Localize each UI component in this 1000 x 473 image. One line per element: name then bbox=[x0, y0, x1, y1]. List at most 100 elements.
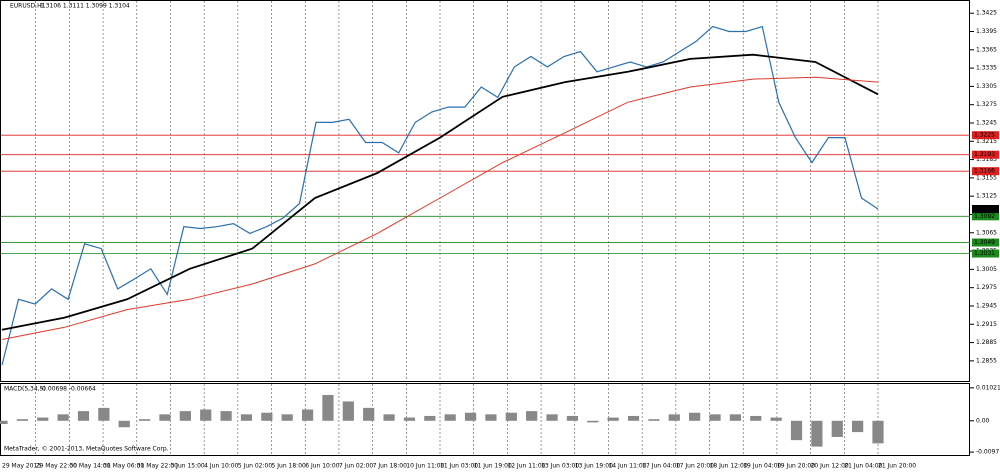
level-label: 1.3049 bbox=[974, 239, 995, 246]
y-tick-label: 1.3395 bbox=[976, 28, 997, 35]
macd-bar bbox=[322, 394, 334, 421]
macd-bar bbox=[464, 412, 477, 421]
macd-bar bbox=[424, 415, 436, 421]
moving-average bbox=[1, 76, 879, 340]
y-tick-label: 1.3305 bbox=[976, 83, 997, 90]
y-tick-label: 1.2885 bbox=[976, 339, 997, 346]
x-tick-label: 11 Jun 03:00 bbox=[440, 463, 478, 470]
x-tick-label: 11 Jun 19:00 bbox=[474, 463, 512, 470]
x-tick-label: 19 Jun 04:00 bbox=[743, 463, 781, 470]
macd-bar bbox=[729, 414, 741, 421]
macd-bar bbox=[0, 420, 8, 425]
y-tick-label: 1.3335 bbox=[976, 65, 997, 72]
x-tick-label: 17 Jun 20:00 bbox=[676, 463, 714, 470]
macd-bar bbox=[607, 417, 619, 421]
y-tick-label: 1.3125 bbox=[976, 193, 997, 200]
macd-bar bbox=[689, 412, 701, 421]
macd-bar bbox=[240, 414, 253, 421]
y-tick-label: 1.3275 bbox=[976, 101, 997, 108]
chart-subtitle: 1.3106 1.3111 1.3099 1.3104 bbox=[40, 3, 130, 10]
macd-bar bbox=[301, 409, 314, 421]
level-label: 1.3031 bbox=[974, 250, 995, 257]
level-label: 1.3193 bbox=[974, 151, 995, 158]
y-tick-label: 1.3215 bbox=[976, 138, 997, 145]
macd-bar bbox=[526, 411, 538, 421]
x-tick-label: 31 May 06:00 bbox=[103, 463, 144, 470]
y-tick-label: 1.3245 bbox=[976, 119, 997, 126]
level-label: 1.3225 bbox=[974, 132, 995, 139]
y-tick-label: 1.3365 bbox=[976, 46, 997, 53]
x-tick-label: 31 May 22:00 bbox=[137, 463, 178, 470]
y-tick-label: 1.3185 bbox=[976, 156, 997, 163]
macd-bar bbox=[770, 417, 782, 421]
macd-bar bbox=[668, 414, 680, 421]
y-tick-label: 1.2915 bbox=[976, 321, 997, 328]
macd-bar bbox=[403, 417, 416, 421]
macd-bar bbox=[485, 414, 497, 421]
x-tick-label: 30 May 14:00 bbox=[69, 463, 110, 470]
moving-average bbox=[1, 53, 879, 331]
x-tick-label: 12 Jun 11:00 bbox=[507, 463, 545, 470]
macd-bar bbox=[139, 419, 151, 421]
level-label: 1.3092 bbox=[974, 213, 995, 220]
y-tick-label: 1.3425 bbox=[976, 10, 997, 17]
x-tick-label: 29 May 22:00 bbox=[36, 463, 77, 470]
x-tick-label: 7 Jun 02:00 bbox=[339, 463, 373, 470]
macd-bar bbox=[37, 417, 49, 421]
level-tag bbox=[972, 131, 999, 140]
x-tick-label: 21 Jun 20:00 bbox=[878, 463, 916, 470]
macd-bar bbox=[872, 420, 884, 444]
macd-bar bbox=[57, 414, 69, 421]
macd-bar bbox=[159, 414, 171, 421]
last-tag bbox=[972, 204, 999, 213]
macd-bar bbox=[505, 412, 517, 421]
macd-bar bbox=[77, 411, 90, 421]
x-tick-label: 29 May 2013 bbox=[2, 463, 41, 470]
macd-title: MACD(5,34,5) bbox=[4, 386, 46, 393]
macd-bar bbox=[281, 414, 293, 421]
macd-bar bbox=[750, 415, 762, 421]
last-label: 1.3104 bbox=[974, 205, 995, 212]
macd-bar bbox=[627, 415, 640, 421]
main-frame bbox=[0, 0, 970, 382]
x-tick-label: 4 Jun 10:00 bbox=[204, 463, 238, 470]
macd-bar bbox=[342, 401, 354, 421]
macd-subtitle: -0.00698 -0.00664 bbox=[40, 386, 96, 393]
macd-bar bbox=[444, 414, 456, 421]
price-line bbox=[1, 25, 879, 366]
y-tick-label: 0.01021 bbox=[976, 384, 1000, 391]
macd-bar bbox=[118, 420, 130, 428]
macd-bar bbox=[648, 419, 660, 421]
x-tick-label: 5 Jun 18:00 bbox=[272, 463, 306, 470]
x-tick-label: 19 Jun 20:00 bbox=[777, 463, 815, 470]
level-label: 1.3166 bbox=[974, 168, 995, 175]
x-tick-label: 13 Jun 19:00 bbox=[575, 463, 613, 470]
level-tag bbox=[972, 150, 999, 159]
macd-bar bbox=[261, 412, 273, 421]
chart-title: EURUSD,H1 bbox=[10, 3, 46, 10]
macd-bar bbox=[790, 420, 803, 441]
x-tick-label: 7 Jun 18:00 bbox=[373, 463, 407, 470]
x-tick-label: 18 Jun 12:00 bbox=[710, 463, 748, 470]
level-tag bbox=[972, 167, 999, 176]
macd-bar bbox=[220, 411, 232, 421]
x-tick-label: 10 Jun 11:00 bbox=[406, 463, 444, 470]
level-tag bbox=[972, 249, 999, 258]
x-tick-label: 14 Jun 11:00 bbox=[608, 463, 646, 470]
macd-bar bbox=[709, 414, 721, 421]
macd-bar bbox=[363, 407, 375, 421]
x-tick-label: 17 Jun 04:00 bbox=[642, 463, 680, 470]
y-tick-label: -0.0097 bbox=[976, 449, 999, 456]
macd-bar bbox=[831, 420, 843, 437]
macd-bar bbox=[587, 420, 599, 423]
footer: MetaTrader, © 2001-2013, MetaQuotes Soft… bbox=[4, 446, 169, 453]
y-tick-label: 0.00 bbox=[976, 417, 990, 424]
y-tick-label: 1.3005 bbox=[976, 266, 997, 273]
x-tick-label: 5 Jun 02:00 bbox=[238, 463, 272, 470]
macd-bar bbox=[383, 414, 395, 421]
x-tick-label: 6 Jun 10:00 bbox=[305, 463, 339, 470]
y-tick-label: 1.3155 bbox=[976, 174, 997, 181]
macd-bar bbox=[98, 407, 110, 421]
x-tick-label: 3 Jun 15:00 bbox=[170, 463, 204, 470]
